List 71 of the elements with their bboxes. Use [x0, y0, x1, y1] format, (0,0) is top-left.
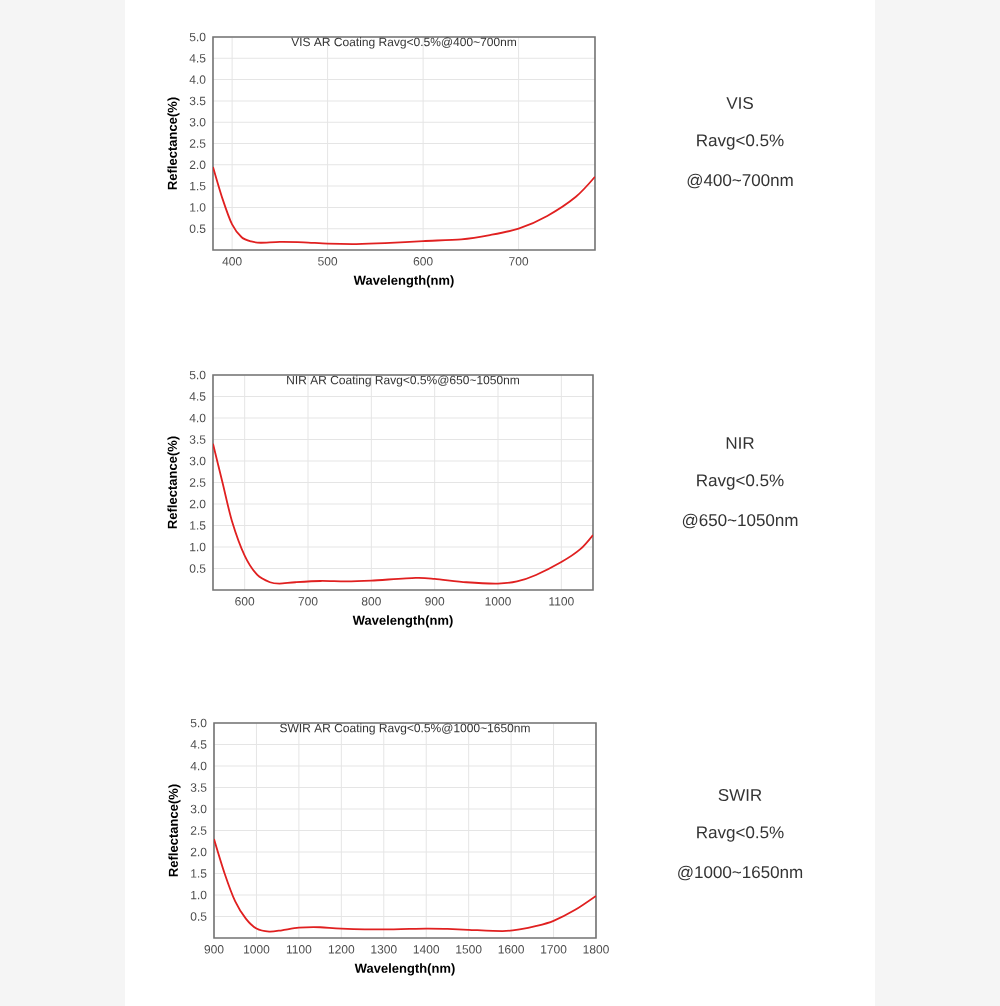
y-tick-label: 0.5 — [189, 564, 206, 573]
line-series — [214, 838, 596, 933]
y-tick-label: 4.0 — [189, 413, 206, 423]
y-tick-label: 2.5 — [189, 139, 206, 148]
text: @1000~1650nm — [678, 865, 803, 881]
x-axis-title: Wavelength(nm) — [353, 275, 454, 288]
x-tick-label: 900 — [425, 597, 445, 606]
text: Ravg<0.5% — [697, 826, 784, 842]
y-tick-label: 2.0 — [189, 499, 206, 509]
y-tick-label: 5.0 — [189, 32, 206, 42]
x-tick-label: 600 — [413, 257, 433, 266]
x-tick-label: 1000 — [244, 945, 270, 954]
text: SWIR — [718, 789, 762, 802]
y-tick-label: 1.5 — [190, 181, 206, 191]
y-tick-label: 1.0 — [191, 890, 207, 900]
y-tick-label: 4.5 — [190, 740, 207, 749]
y-tick-label: 2.5 — [190, 826, 207, 835]
x-tick-label: 1300 — [371, 945, 397, 954]
y-tick-label: 0.5 — [189, 224, 206, 233]
y-tick-label: 3.0 — [189, 456, 206, 466]
x-tick-label: 400 — [222, 257, 242, 266]
y-tick-label: 3.5 — [190, 783, 207, 792]
text: VIS — [726, 97, 753, 110]
y-axis-title: Reflectance(%) — [167, 97, 180, 190]
chart-title: NIR AR Coating Ravg<0.5%@650~1050nm — [287, 375, 519, 387]
x-tick-label: 700 — [509, 257, 529, 266]
y-axis-title: Reflectance(%) — [168, 784, 181, 877]
y-tick-label: 1.0 — [190, 542, 206, 552]
y-tick-label: 4.5 — [189, 54, 206, 63]
x-tick-label: 800 — [361, 597, 381, 606]
x-tick-label: 1100 — [549, 597, 574, 606]
line-series — [213, 442, 593, 585]
text: @400~700nm — [687, 173, 793, 189]
text: NIR — [726, 437, 754, 449]
text: Ravg<0.5% — [697, 134, 784, 150]
x-tick-label: 1600 — [498, 945, 524, 954]
y-tick-label: 3.0 — [189, 117, 206, 127]
x-axis-title: Wavelength(nm) — [354, 963, 455, 976]
y-tick-label: 5.0 — [190, 718, 207, 728]
x-tick-label: 900 — [204, 945, 224, 954]
x-tick-label: 700 — [298, 597, 318, 606]
y-tick-label: 5.0 — [189, 370, 206, 380]
y-tick-label: 2.0 — [189, 160, 206, 170]
y-tick-label: 3.5 — [189, 435, 206, 444]
x-tick-label: 1000 — [485, 597, 511, 606]
x-tick-label: 1100 — [286, 945, 312, 954]
text: Ravg<0.5% — [697, 474, 784, 490]
x-tick-label: 600 — [235, 597, 255, 606]
x-tick-label: 1400 — [413, 945, 440, 954]
y-tick-label: 0.5 — [190, 912, 207, 921]
y-tick-label: 1.0 — [190, 203, 206, 212]
x-tick-label: 1700 — [541, 945, 567, 954]
x-tick-label: 1200 — [328, 945, 355, 954]
y-tick-label: 3.5 — [189, 96, 206, 106]
x-tick-label: 1800 — [583, 945, 609, 954]
y-tick-label: 1.5 — [191, 869, 207, 878]
y-tick-label: 1.5 — [190, 521, 206, 530]
x-tick-label: 500 — [318, 257, 338, 266]
y-tick-label: 4.0 — [190, 761, 207, 771]
y-axis-title: Reflectance(%) — [167, 436, 180, 529]
x-tick-label: 1500 — [456, 945, 482, 954]
text: @650~1050nm — [682, 513, 798, 529]
y-tick-label: 4.5 — [189, 392, 206, 401]
y-tick-label: 2.0 — [190, 847, 207, 857]
y-tick-label: 2.5 — [189, 478, 206, 487]
y-tick-label: 4.0 — [189, 75, 206, 84]
chart-title: VIS AR Coating Ravg<0.5%@400~700nm — [291, 37, 517, 49]
x-axis-title: Wavelength(nm) — [352, 615, 453, 628]
chart-title: SWIR AR Coating Ravg<0.5%@1000~1650nm — [280, 723, 530, 735]
line-series — [213, 166, 595, 245]
y-tick-label: 3.0 — [190, 804, 207, 814]
